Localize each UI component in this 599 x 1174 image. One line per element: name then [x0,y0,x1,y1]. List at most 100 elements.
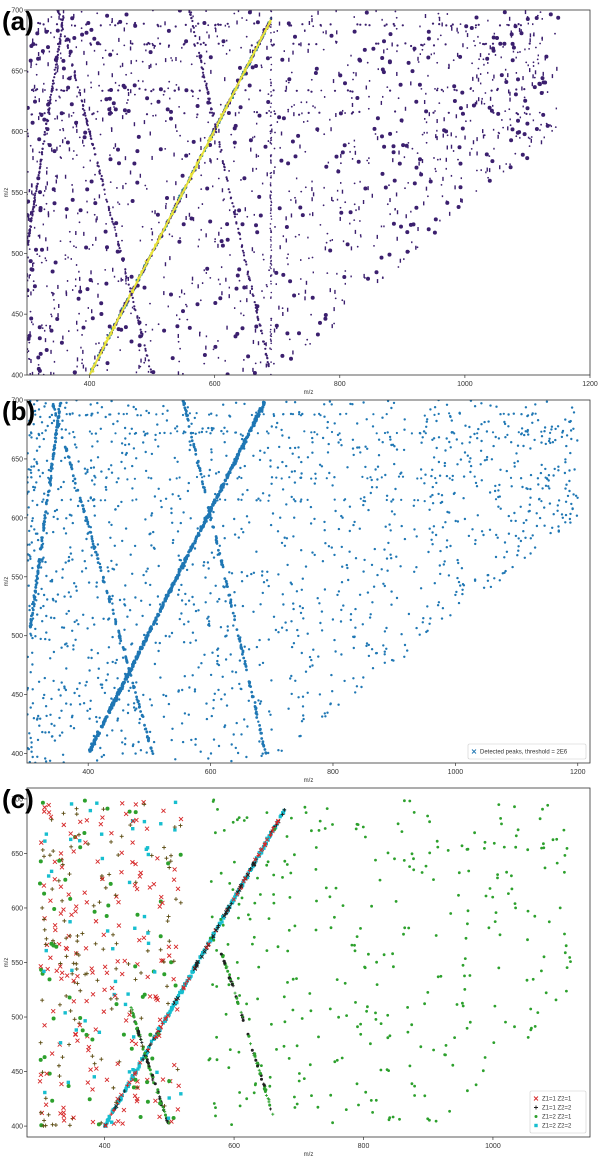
data-point [86,200,88,203]
data-point [150,370,153,373]
data-point [88,749,92,753]
data-point [127,703,130,706]
data-point [336,433,340,437]
data-point [34,96,36,99]
data-point [363,496,366,499]
data-point [446,134,449,137]
data-point [29,23,32,26]
data-point [269,194,271,199]
data-point [476,437,479,440]
data-point [422,617,425,620]
data-point [225,483,229,486]
y-tick-label: 700 [11,8,23,15]
data-point [278,445,281,449]
data-point [522,132,527,137]
data-point [539,91,544,95]
data-point [130,72,133,74]
data-point [144,636,148,640]
data-point [509,91,511,96]
data-point [491,42,495,45]
data-point [348,529,351,533]
data-point [299,278,302,280]
data-point [141,642,145,646]
data-point [537,498,541,501]
data-point [160,25,162,28]
data-point [394,110,397,113]
data-point [84,519,87,522]
data-point [240,476,243,480]
data-point [170,738,173,742]
data-point [61,24,64,27]
data-point [72,150,75,152]
data-point [318,602,321,605]
data-point [111,101,116,106]
data-point [128,609,132,612]
data-point [85,516,88,520]
data-point [522,76,524,81]
data-point [257,194,262,199]
data-point [190,89,193,92]
data-point [237,498,240,501]
data-point [205,515,209,519]
data-point [185,554,190,558]
data-point [517,549,520,552]
data-point [563,471,567,475]
data-point [37,364,40,366]
data-point [104,499,107,502]
data-point [208,55,213,60]
data-point [489,96,492,101]
data-point [375,116,380,121]
data-point [39,566,43,569]
data-point [413,528,416,531]
data-point [440,500,444,504]
data-point [121,225,123,228]
data-point [332,199,334,202]
data-point [393,24,396,27]
data-point [387,59,392,64]
data-point [364,10,369,15]
data-point [421,621,424,624]
data-point [55,570,58,573]
data-point [445,24,448,27]
data-point [287,110,289,113]
data-point [532,61,535,64]
data-point [110,217,113,220]
data-point [403,156,406,159]
data-point [254,64,258,68]
data-point [552,513,555,516]
data-point [279,245,281,250]
data-point [426,605,429,608]
data-point [527,414,530,417]
data-point [53,209,55,212]
data-point [225,237,230,242]
data-point [177,593,180,596]
data-point [270,159,272,161]
data-point [288,279,293,284]
data-point [504,80,509,84]
data-point [569,521,572,524]
data-point [124,584,127,587]
data-point [310,477,313,480]
data-point [256,413,260,418]
data-point [53,616,56,620]
data-point [190,545,194,549]
data-point [30,62,32,67]
data-point [78,91,81,94]
data-point [46,424,49,428]
data-point [106,566,109,569]
data-point [438,474,442,477]
data-point [53,360,56,363]
data-point [343,300,346,305]
data-point [55,71,57,74]
data-point [49,325,51,330]
data-point [383,49,385,54]
data-point [219,626,223,629]
data-point [570,437,573,441]
data-point [35,186,38,190]
data-point [497,131,500,134]
data-point [287,108,290,111]
data-point [76,296,81,301]
data-point [418,633,421,636]
data-point [114,221,119,226]
data-point [30,120,35,125]
